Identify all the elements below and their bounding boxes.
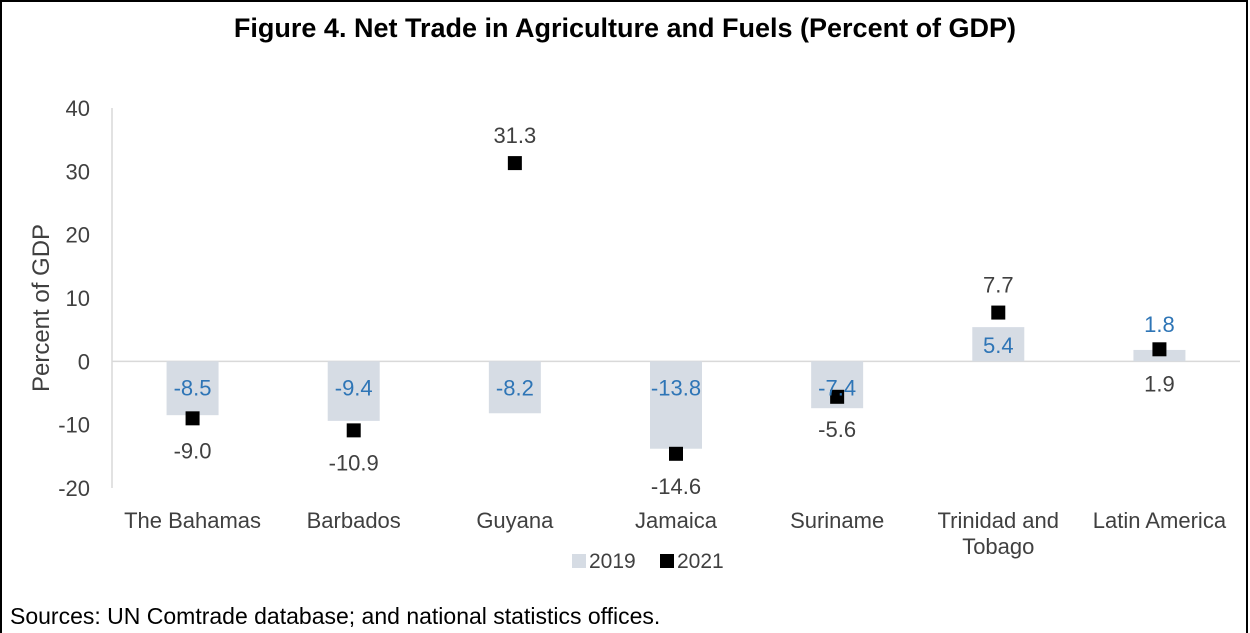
axis-layer: -20 -10 0 10 20 30 40 Percent of GDP The Bahamas… — [28, 96, 1240, 559]
data-label-2019: -9.4 — [335, 375, 373, 400]
x-tick-label: Tobago — [962, 534, 1034, 559]
data-label-2019: -8.5 — [174, 375, 212, 400]
x-tick-label: Guyana — [476, 508, 554, 533]
source-note: Sources: UN Comtrade database; and natio… — [10, 603, 661, 629]
marker-2021 — [991, 305, 1006, 320]
bar-2019 — [650, 361, 702, 449]
y-tick-label: 20 — [66, 223, 90, 248]
legend-swatch-2021 — [660, 554, 674, 568]
y-tick-label: 10 — [66, 286, 90, 311]
marker-2021 — [507, 156, 522, 171]
data-label-2019: 1.8 — [1144, 312, 1175, 337]
data-label-2019: 5.4 — [983, 333, 1014, 358]
label-layer: -8.5 -9.4 -8.2 -13.8 -7.4 5.4 1.8 -9.0 -10.9 31.3… — [174, 123, 1175, 499]
data-label-2019: -8.2 — [496, 375, 534, 400]
marker-2021 — [1152, 342, 1167, 357]
x-tick-label: The Bahamas — [124, 508, 261, 533]
marker-2021 — [830, 389, 845, 404]
y-axis-title: Percent of GDP — [28, 224, 55, 392]
data-label-2021: -9.0 — [174, 438, 212, 463]
marker-2021 — [346, 423, 361, 438]
marker-2021 — [185, 411, 200, 426]
marker-layer — [185, 156, 1167, 461]
y-tick-label: -20 — [58, 476, 90, 501]
x-tick-label: Suriname — [790, 508, 884, 533]
legend-label-2021: 2021 — [677, 550, 724, 573]
legend-label-2019: 2019 — [589, 550, 636, 573]
bar-2019 — [488, 361, 541, 414]
data-label-2021: -14.6 — [651, 474, 701, 499]
x-tick-label: Barbados — [307, 508, 401, 533]
bar-2019 — [972, 327, 1025, 362]
y-tick-label: 0 — [78, 349, 90, 374]
data-label-2021: -10.9 — [329, 450, 379, 475]
y-tick-label: 30 — [66, 159, 90, 184]
x-tick-label: Trinidad and — [938, 508, 1059, 533]
chart-title: Figure 4. Net Trade in Agriculture and F… — [233, 13, 1017, 43]
data-label-2021: 7.7 — [983, 273, 1014, 298]
data-label-2021: 1.9 — [1144, 371, 1175, 396]
y-tick-label: 40 — [66, 96, 90, 121]
data-label-2021: 31.3 — [493, 123, 536, 148]
bar-2019 — [166, 361, 219, 416]
legend-swatch-2019 — [572, 554, 586, 568]
x-tick-label: Jamaica — [635, 508, 718, 533]
x-tick-label: Latin America — [1093, 508, 1227, 533]
y-tick-label: -10 — [58, 413, 90, 438]
bar-2019 — [327, 361, 380, 421]
marker-2021 — [669, 446, 683, 461]
data-label-2019: -7.4 — [818, 375, 856, 400]
legend-layer: 2019 2021 — [572, 550, 724, 573]
data-label-2021: -5.6 — [818, 417, 856, 442]
chart-svg: -20 -10 0 10 20 30 40 Percent of GDP The Bahamas… — [28, 96, 1240, 573]
data-label-2019: -13.8 — [651, 375, 701, 400]
